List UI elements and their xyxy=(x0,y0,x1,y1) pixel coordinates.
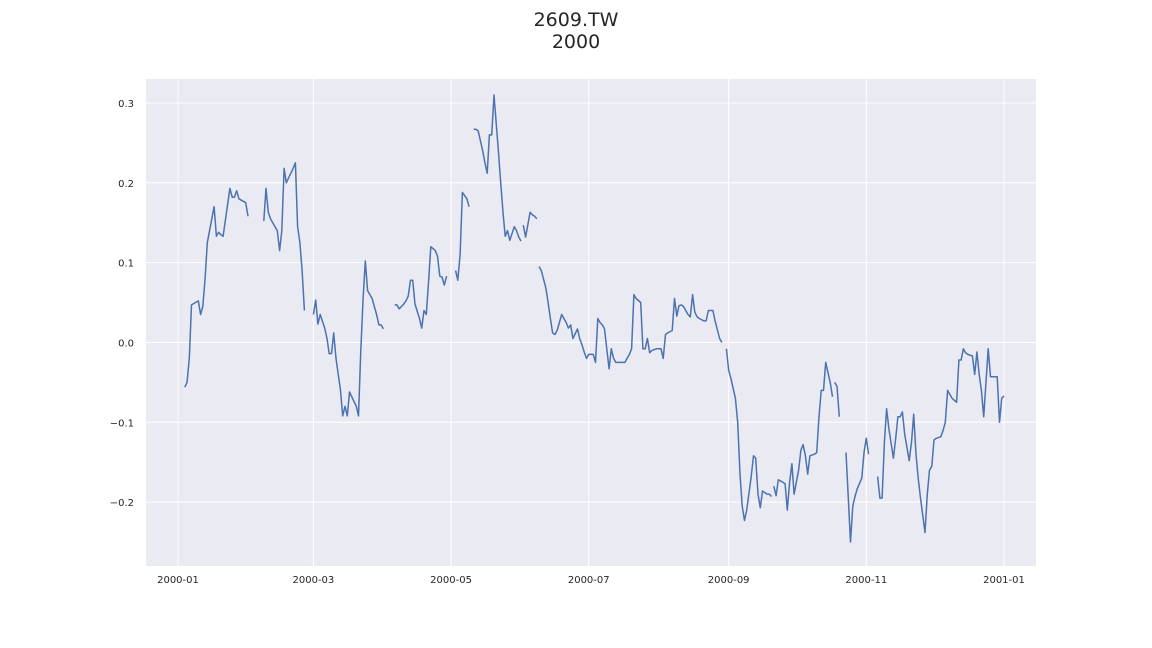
y-axis-ticks: 0.3 0.2 0.1 0.0 −0.1 −0.2 xyxy=(110,99,134,509)
series-line-segment xyxy=(263,162,306,311)
chart-subtitle: 2000 xyxy=(551,31,601,53)
series-line-segment xyxy=(454,191,470,281)
series-line-segment xyxy=(473,94,522,242)
series-line-segment xyxy=(725,348,773,522)
x-tick-label: 2000-01 xyxy=(157,575,199,586)
x-tick-label: 2000-03 xyxy=(293,575,335,586)
series-line-segment xyxy=(538,266,723,370)
series-line-segment xyxy=(522,211,538,238)
series-line xyxy=(184,94,1005,543)
series-line-segment xyxy=(845,437,870,543)
y-tick-label: 0.0 xyxy=(118,338,134,349)
gridlines xyxy=(146,79,1036,566)
x-tick-label: 2000-09 xyxy=(708,575,750,586)
x-tick-label: 2000-07 xyxy=(568,575,610,586)
y-tick-label: −0.2 xyxy=(110,498,134,509)
y-tick-label: −0.1 xyxy=(110,418,134,429)
x-tick-label: 2000-05 xyxy=(430,575,472,586)
series-line-segment xyxy=(184,187,249,388)
y-tick-label: 0.1 xyxy=(118,259,134,270)
y-tick-label: 0.3 xyxy=(118,99,134,110)
x-axis-ticks: 2000-01 2000-03 2000-05 2000-07 2000-09 2000-… xyxy=(157,575,1025,586)
series-line-segment xyxy=(876,348,1005,534)
series-line-segment xyxy=(773,361,834,511)
y-tick-label: 0.2 xyxy=(118,179,134,190)
series-line-segment xyxy=(394,245,448,329)
x-tick-label: 2000-11 xyxy=(845,575,887,586)
chart-title: 2609.TW xyxy=(533,9,619,31)
series-line-segment xyxy=(312,260,385,417)
x-tick-label: 2001-01 xyxy=(983,575,1025,586)
series-line-segment xyxy=(834,382,841,417)
plot-area xyxy=(146,79,1036,566)
